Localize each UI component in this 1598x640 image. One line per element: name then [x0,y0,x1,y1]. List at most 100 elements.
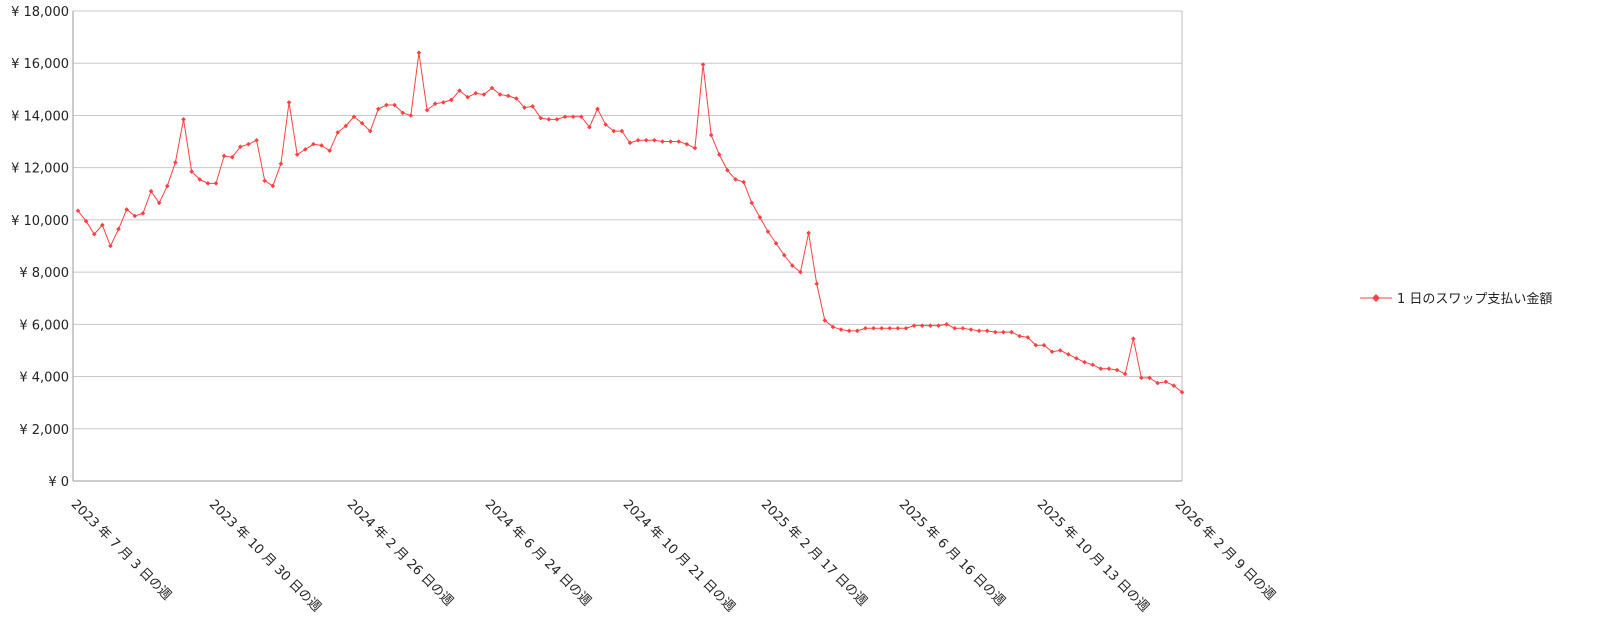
point-marker [992,329,998,335]
y-tick-label: ¥ 10,000 [11,214,69,229]
point-marker [262,178,268,184]
point-marker [132,213,138,219]
point-marker [213,181,219,186]
point-marker [716,152,722,157]
point-marker [643,137,649,143]
point-marker [1041,342,1047,348]
point-marker [311,141,316,147]
point-marker [911,323,917,328]
point-marker [1179,389,1185,395]
point-marker [424,107,430,113]
point-marker [619,128,625,134]
legend-label: 1 日のスワップ支払い金額 [1397,291,1552,307]
y-tick-label: ¥ 8,000 [19,266,69,281]
x-tick-label: 2024 年 10 月 21 日の週 [620,497,738,615]
point-marker [984,328,990,334]
x-tick-label: 2024 年 6 月 24 日の週 [482,497,594,609]
point-marker [440,100,446,105]
point-marker [919,323,925,328]
x-tick-label: 2023 年 7 月 3 日の週 [68,497,174,603]
point-marker [960,325,966,331]
point-marker [798,269,803,275]
point-marker [1155,380,1160,386]
point-marker [773,241,779,246]
point-marker [164,183,170,189]
point-marker [603,122,608,127]
point-marker [838,327,844,332]
point-marker [156,200,162,206]
point-marker [546,117,552,122]
point-marker [846,328,852,334]
point-marker [765,229,771,234]
point-marker [221,153,227,159]
point-marker [1114,367,1120,373]
point-marker [757,214,763,220]
point-marker [1147,375,1152,381]
point-marker [116,226,121,232]
x-tick-label: 2026 年 2 月 9 日の週 [1172,497,1278,603]
point-marker [319,143,324,148]
point-marker [1017,333,1022,339]
y-tick-label: ¥ 14,000 [11,109,69,124]
point-marker [570,114,576,120]
point-marker [1098,366,1104,372]
point-marker [91,231,97,237]
point-marker [668,139,673,144]
point-marker [530,104,535,109]
point-marker [660,139,665,144]
point-marker [822,318,828,323]
point-marker [173,160,178,165]
point-marker [473,90,479,96]
point-marker [197,177,203,182]
point-marker [871,325,876,331]
point-marker [246,141,251,147]
point-marker [1139,375,1144,381]
point-marker [854,328,860,334]
point-marker [400,110,406,116]
point-marker [416,50,422,56]
point-marker [781,252,787,258]
point-marker [457,88,462,93]
point-marker [384,102,389,108]
point-marker [1049,349,1055,355]
point-marker [392,102,397,108]
point-marker [538,115,544,121]
x-tick-label: 2025 年 6 月 16 日の週 [896,497,1008,609]
point-marker [294,152,300,157]
point-marker [903,325,909,331]
point-marker [254,137,259,143]
point-marker [652,137,657,143]
point-marker [408,113,414,118]
point-marker [75,208,81,214]
y-tick-label: ¥ 2,000 [19,423,69,438]
point-marker [1082,359,1087,365]
point-marker [578,114,584,120]
point-marker [944,322,949,327]
point-marker [238,144,243,150]
point-marker [367,128,373,134]
point-marker [497,92,503,97]
point-marker [611,128,617,134]
point-marker [741,179,746,185]
point-marker [749,200,755,206]
point-marker [100,222,105,228]
point-marker [708,132,714,138]
point-marker [1033,342,1039,348]
x-tick-label: 2023 年 10 月 30 日の週 [206,497,324,615]
point-marker [1163,379,1169,385]
point-marker [1090,362,1096,368]
point-marker [1066,352,1071,357]
point-marker [806,230,811,236]
point-marker [148,188,154,194]
point-marker [181,117,186,122]
x-tick-label: 2025 年 2 月 17 日の週 [758,497,870,609]
point-marker [676,139,682,144]
point-marker [887,325,893,331]
point-marker [351,114,357,120]
point-marker [879,325,884,331]
x-tick-label: 2024 年 2 月 26 日の週 [344,497,456,609]
y-tick-label: ¥ 18,000 [11,5,69,20]
point-marker [928,323,933,328]
point-marker [684,141,690,147]
